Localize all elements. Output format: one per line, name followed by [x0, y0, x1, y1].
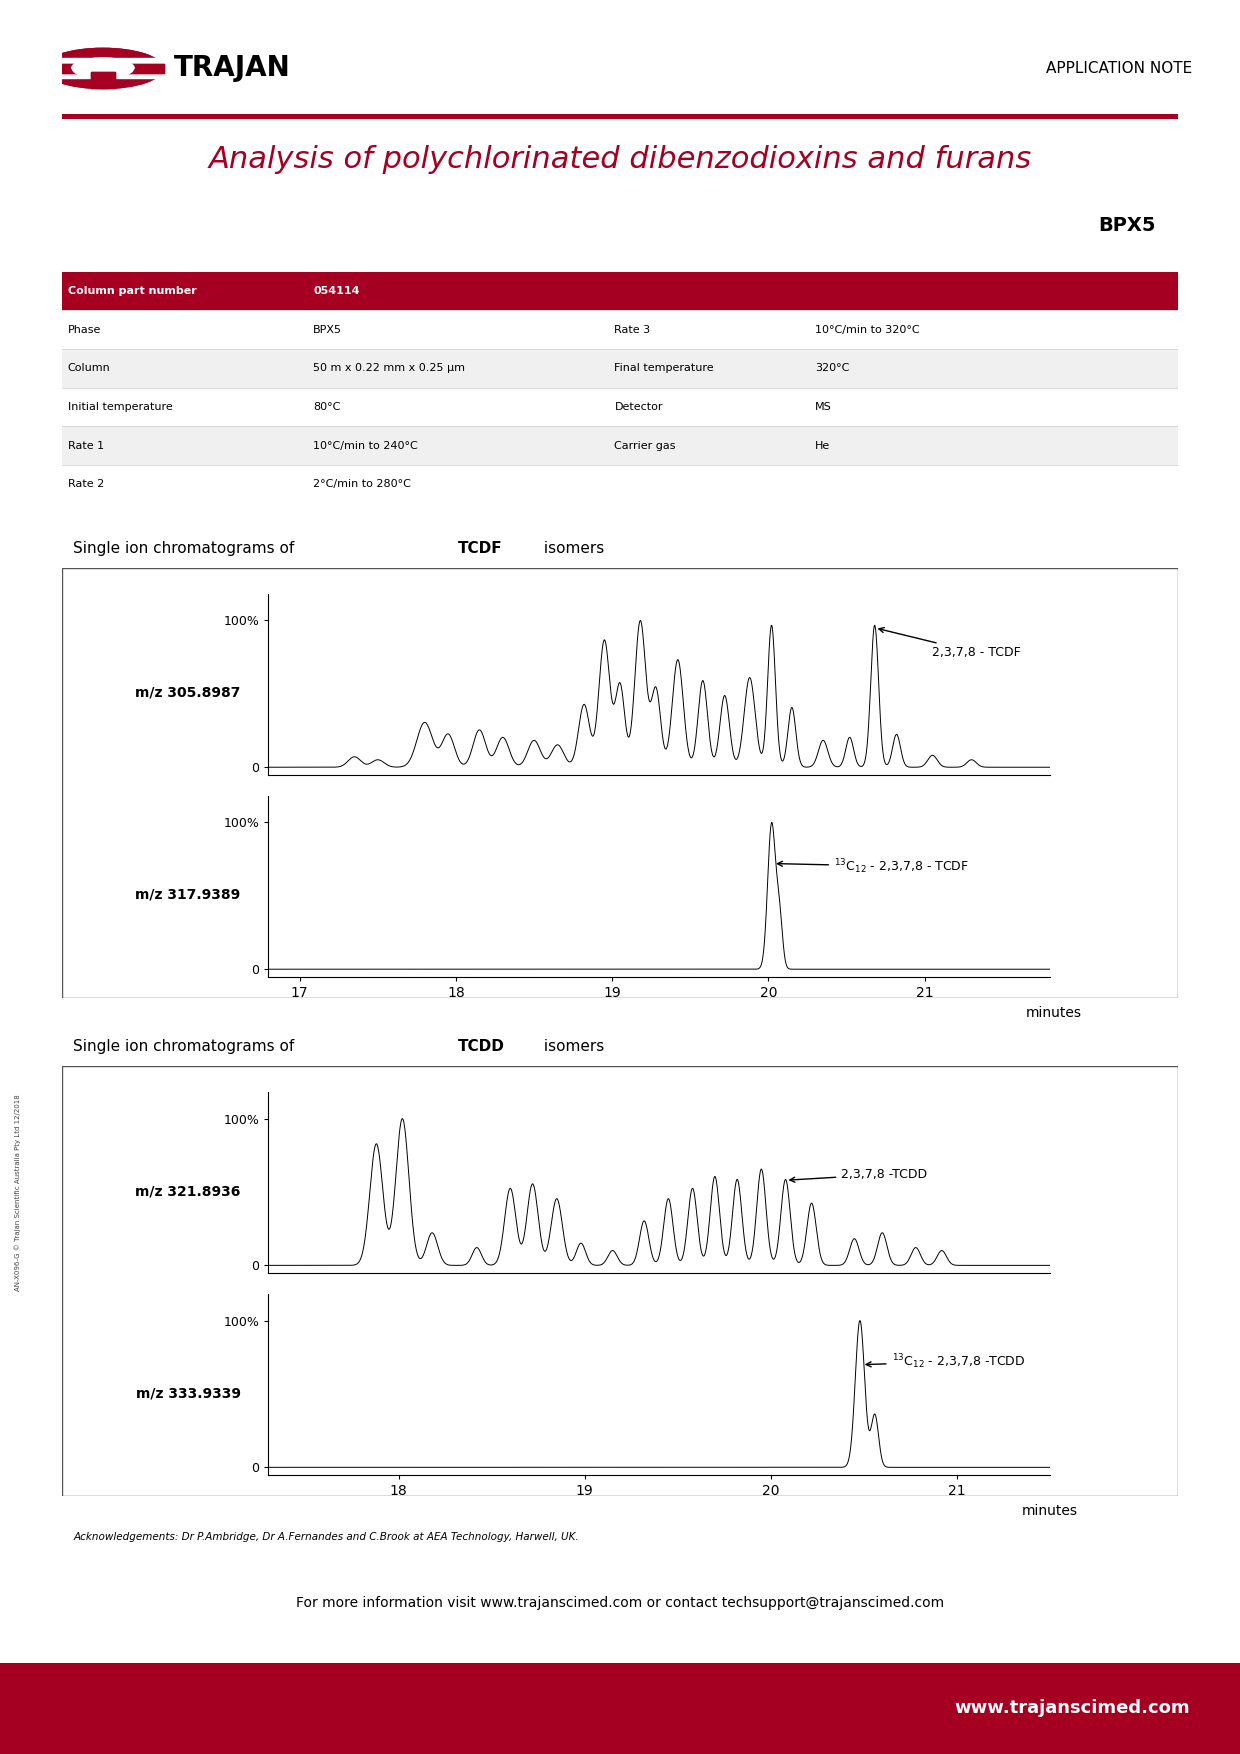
Text: www.trajanscimed.com: www.trajanscimed.com: [955, 1700, 1190, 1717]
Text: Rate 2: Rate 2: [67, 479, 104, 489]
Bar: [91, 72, 115, 88]
Text: For more information visit www.trajanscimed.com or contact techsupport@trajansci: For more information visit www.trajansci…: [296, 1596, 944, 1610]
Text: 2,3,7,8 - TCDF: 2,3,7,8 - TCDF: [879, 628, 1022, 660]
Text: Single ion chromatograms of: Single ion chromatograms of: [73, 1038, 299, 1054]
Text: 80°C: 80°C: [312, 402, 341, 412]
Text: $^{13}$C$_{12}$ - 2,3,7,8 -TCDD: $^{13}$C$_{12}$ - 2,3,7,8 -TCDD: [866, 1352, 1025, 1372]
Bar: [62, 426, 1178, 465]
Bar: [62, 272, 1178, 310]
Text: Column part number: Column part number: [67, 286, 196, 296]
Text: MS: MS: [816, 402, 832, 412]
Text: 50 m x 0.22 mm x 0.25 µm: 50 m x 0.22 mm x 0.25 µm: [312, 363, 465, 374]
Text: Column: Column: [67, 363, 110, 374]
Text: AN-X096-G © Trajan Scientific Australia Pty Ltd 12/2018: AN-X096-G © Trajan Scientific Australia …: [14, 1094, 21, 1291]
Text: Phase: Phase: [67, 324, 100, 335]
Circle shape: [72, 58, 134, 79]
Text: Detector: Detector: [614, 402, 663, 412]
Circle shape: [43, 49, 162, 88]
Bar: [91, 72, 115, 88]
Text: m/z 305.8987: m/z 305.8987: [135, 686, 241, 700]
Text: TCDD: TCDD: [459, 1038, 505, 1054]
Text: BPX5: BPX5: [1099, 216, 1156, 235]
Text: Acknowledgements: Dr P.Ambridge, Dr A.Fernandes and C.Brook at AEA Technology, H: Acknowledgements: Dr P.Ambridge, Dr A.Fe…: [73, 1531, 579, 1542]
Text: He: He: [816, 440, 831, 451]
Text: Rate 1: Rate 1: [67, 440, 104, 451]
Bar: [62, 388, 1178, 426]
Text: 054114: 054114: [312, 286, 360, 296]
Bar: [42, 65, 164, 72]
Bar: [42, 61, 164, 75]
Text: BPX5: BPX5: [312, 324, 342, 335]
Text: isomers: isomers: [538, 1038, 604, 1054]
Text: isomers: isomers: [538, 540, 604, 556]
Bar: [62, 465, 1178, 503]
Bar: [42, 65, 164, 72]
Text: minutes: minutes: [1022, 1503, 1078, 1517]
Text: 10°C/min to 240°C: 10°C/min to 240°C: [312, 440, 418, 451]
Text: Single ion chromatograms of: Single ion chromatograms of: [73, 540, 299, 556]
Wedge shape: [72, 58, 134, 68]
Wedge shape: [47, 68, 159, 88]
Text: Rate 3: Rate 3: [614, 324, 651, 335]
Text: Initial temperature: Initial temperature: [67, 402, 172, 412]
Circle shape: [43, 49, 162, 88]
Text: APPLICATION NOTE: APPLICATION NOTE: [1047, 61, 1193, 75]
Text: m/z 321.8936: m/z 321.8936: [135, 1184, 241, 1198]
Text: m/z 333.9339: m/z 333.9339: [135, 1386, 241, 1400]
Text: TRAJAN: TRAJAN: [174, 54, 290, 82]
Text: m/z 317.9389: m/z 317.9389: [135, 888, 241, 902]
Bar: [62, 349, 1178, 388]
Text: 2°C/min to 280°C: 2°C/min to 280°C: [312, 479, 410, 489]
Bar: [62, 310, 1178, 349]
Text: 10°C/min to 320°C: 10°C/min to 320°C: [816, 324, 920, 335]
Text: 320°C: 320°C: [816, 363, 849, 374]
Text: minutes: minutes: [1027, 1005, 1083, 1019]
Text: TCDF: TCDF: [459, 540, 502, 556]
Text: $^{13}$C$_{12}$ - 2,3,7,8 - TCDF: $^{13}$C$_{12}$ - 2,3,7,8 - TCDF: [777, 858, 970, 875]
Text: Carrier gas: Carrier gas: [614, 440, 676, 451]
Bar: [42, 58, 164, 79]
Text: 2,3,7,8 -TCDD: 2,3,7,8 -TCDD: [790, 1168, 928, 1182]
Text: Analysis of polychlorinated dibenzodioxins and furans: Analysis of polychlorinated dibenzodioxi…: [208, 146, 1032, 174]
Text: Final temperature: Final temperature: [614, 363, 714, 374]
